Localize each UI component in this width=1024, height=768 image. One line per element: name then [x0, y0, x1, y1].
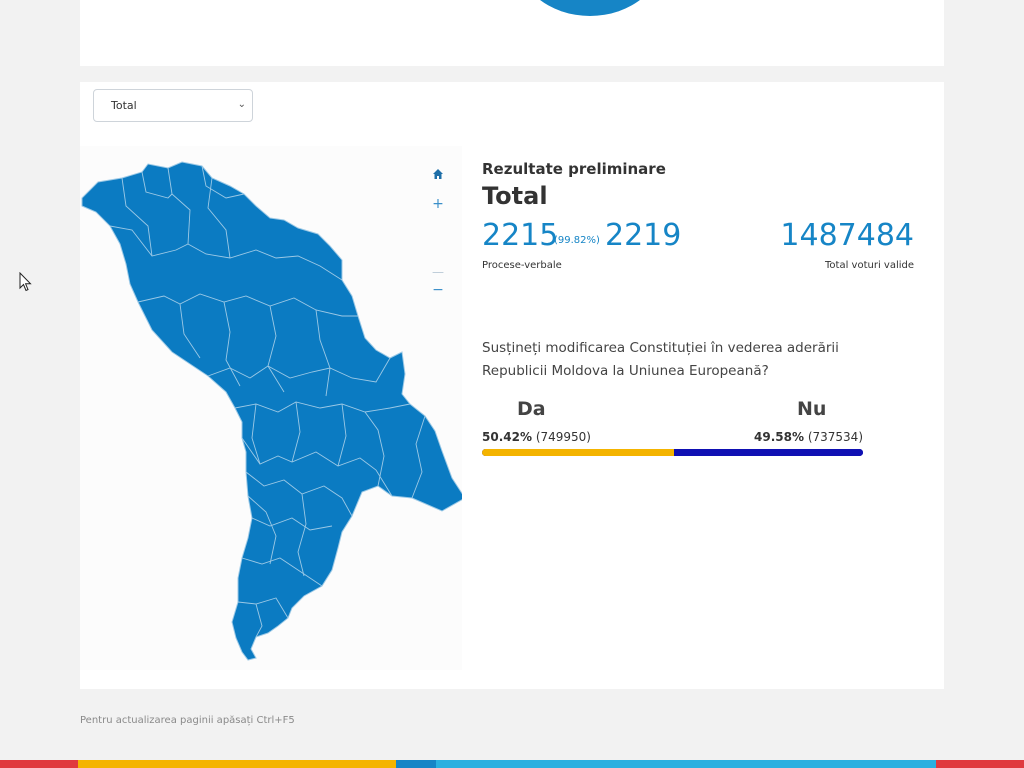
top-chart-circle — [515, 0, 665, 16]
total-reports: 2219 — [605, 218, 682, 253]
option-no-stats: 49.58% (737534) — [720, 430, 863, 444]
stripe-segment — [396, 760, 436, 768]
option-yes-label: Da — [517, 398, 546, 420]
stripe-segment — [78, 760, 396, 768]
district-borders — [109, 165, 426, 638]
counted-percentage: (99.82%) — [554, 235, 600, 246]
results-progress-bar — [482, 449, 863, 456]
stripe-segment — [436, 760, 936, 768]
map-zoom-in-button[interactable]: + — [430, 196, 446, 212]
valid-votes-label: Total voturi valide — [825, 260, 914, 271]
option-no-percent: 49.58% — [754, 430, 804, 444]
stripe-segment — [0, 760, 78, 768]
option-yes-stats: 50.42% (749950) — [482, 430, 591, 444]
counted-reports: 2215 — [482, 218, 559, 253]
option-yes-votes: (749950) — [535, 430, 591, 444]
stripe-segment — [936, 760, 1024, 768]
map-home-button[interactable] — [430, 166, 446, 182]
moldova-map-svg[interactable] — [80, 146, 462, 670]
zoom-in-icon: + — [432, 196, 444, 212]
no-share-fill — [674, 449, 863, 456]
top-chart-card — [80, 0, 944, 66]
option-yes-percent: 50.42% — [482, 430, 532, 444]
map-divider: — — [432, 265, 444, 279]
zoom-out-icon: − — [432, 282, 444, 298]
results-title: Total — [482, 182, 548, 210]
mouse-cursor-icon — [19, 272, 32, 292]
home-icon — [433, 169, 443, 179]
referendum-question: Susțineți modificarea Constituției în ve… — [482, 340, 839, 379]
chevron-down-icon: ⌄ — [237, 99, 246, 110]
footer-color-stripe — [0, 760, 1024, 768]
region-select[interactable]: Total ⌄ — [93, 89, 253, 122]
footer-refresh-note: Pentru actualizarea paginii apăsați Ctrl… — [80, 715, 295, 726]
map-zoom-out-button[interactable]: − — [430, 282, 446, 298]
yes-share-fill — [482, 449, 675, 456]
reports-label: Procese-verbale — [482, 260, 562, 271]
option-no-votes: (737534) — [807, 430, 863, 444]
valid-votes-count: 1487484 — [780, 218, 914, 253]
option-no-label: Nu — [797, 398, 827, 420]
moldova-map[interactable]: + — − — [80, 146, 462, 670]
results-heading: Rezultate preliminare — [482, 160, 666, 178]
moldova-country-shape[interactable] — [81, 161, 462, 661]
region-select-value: Total — [111, 99, 137, 112]
results-card: Total ⌄ — [80, 82, 944, 689]
